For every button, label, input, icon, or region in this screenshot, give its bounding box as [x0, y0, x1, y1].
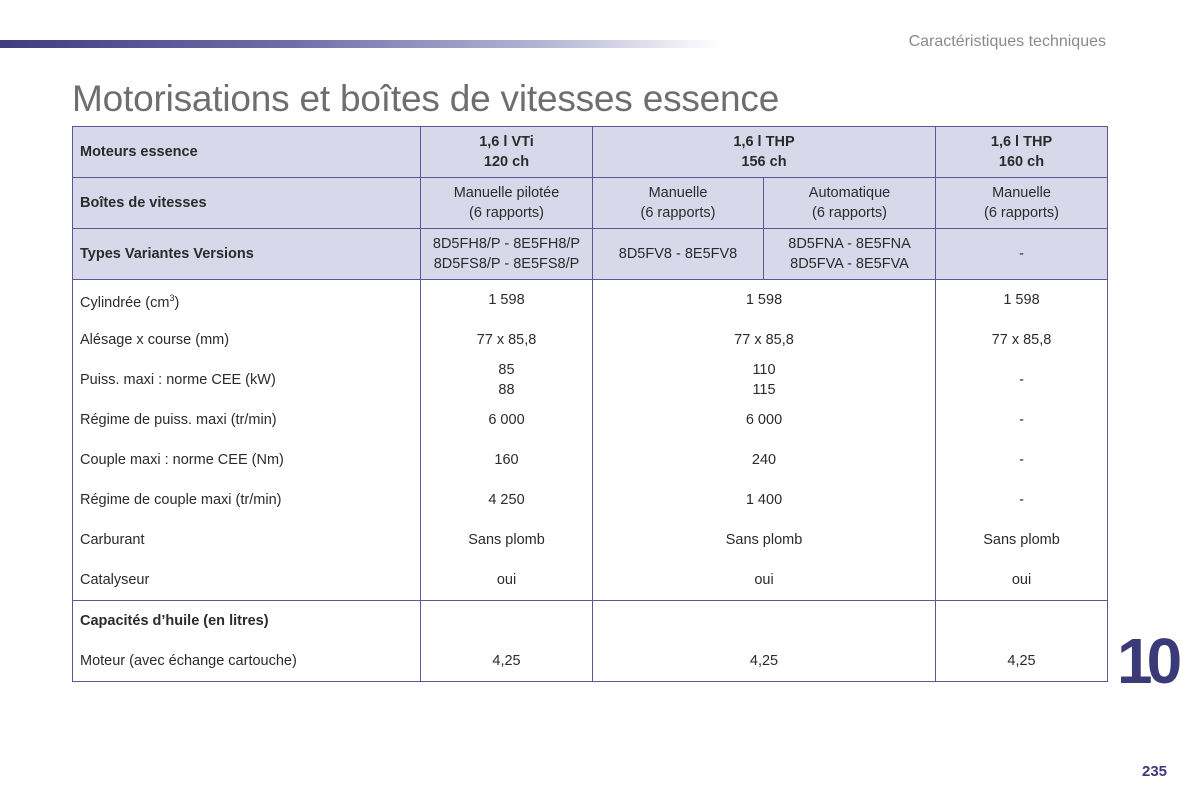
row-label: Puiss. maxi : norme CEE (kW): [72, 360, 421, 400]
header-gradient-bar: [0, 40, 720, 48]
row-label: Catalyseur: [72, 560, 421, 601]
row-value-line: 115: [752, 382, 776, 398]
table-row: Carburant Sans plomb Sans plomb Sans plo…: [72, 520, 1108, 560]
gearbox-cell-3: Automatique (6 rapports): [763, 177, 936, 229]
row-value: -: [935, 480, 1108, 520]
row-label: Régime de couple maxi (tr/min): [72, 480, 421, 520]
variants-cell-4: -: [935, 228, 1108, 280]
table-row: Couple maxi : norme CEE (Nm) 160 240 -: [72, 440, 1108, 480]
row-value: Sans plomb: [592, 520, 936, 560]
table-row: Régime de couple maxi (tr/min) 4 250 1 4…: [72, 480, 1108, 520]
gearbox-4-type: Manuelle: [992, 185, 1051, 201]
gearbox-cell-1: Manuelle pilotée (6 rapports): [420, 177, 593, 229]
gearbox-3-type: Automatique: [808, 185, 891, 201]
chapter-number: 10: [1117, 625, 1182, 697]
row-value: oui: [420, 560, 593, 601]
engine-2-power: 156 ch: [741, 154, 787, 170]
row-label: Cylindrée (cm3): [72, 279, 421, 320]
variant-code: 8D5FH8/P - 8E5FH8/P: [432, 236, 581, 252]
engine-col-1: 1,6 l VTi 120 ch: [420, 126, 593, 178]
row-value: 240: [592, 440, 936, 480]
gearbox-2-ratios: (6 rapports): [640, 205, 716, 221]
table-row: Cylindrée (cm3) 1 598 1 598 1 598: [72, 279, 1108, 320]
empty-cell: [935, 600, 1108, 641]
gearbox-4-ratios: (6 rapports): [984, 205, 1059, 221]
row-value: 77 x 85,8: [420, 320, 593, 360]
table-row: Puiss. maxi : norme CEE (kW) 85 88 110 1…: [72, 360, 1108, 400]
row-value: 4,25: [592, 641, 936, 682]
gearbox-1-ratios: (6 rapports): [469, 205, 544, 221]
variant-code: 8D5FS8/P - 8E5FS8/P: [433, 256, 580, 272]
engine-spec-table: Moteurs essence 1,6 l VTi 120 ch 1,6 l T…: [72, 126, 1108, 682]
row-label: Couple maxi : norme CEE (Nm): [72, 440, 421, 480]
row-value: 110 115: [592, 360, 936, 400]
row-value: 4,25: [420, 641, 593, 682]
gearbox-header-row: Boîtes de vitesses Manuelle pilotée (6 r…: [72, 177, 1108, 229]
variant-code: 8D5FV8 - 8E5FV8: [618, 246, 738, 262]
row-value: 6 000: [592, 400, 936, 440]
row-value: oui: [935, 560, 1108, 601]
empty-cell: [420, 600, 593, 641]
gearbox-cell-2: Manuelle (6 rapports): [592, 177, 764, 229]
page-title: Motorisations et boîtes de vitesses esse…: [72, 78, 780, 119]
row-value: -: [935, 360, 1108, 400]
engines-label: Moteurs essence: [72, 126, 421, 178]
engine-col-3: 1,6 l THP 160 ch: [935, 126, 1108, 178]
row-value: oui: [592, 560, 936, 601]
row-label: Régime de puiss. maxi (tr/min): [72, 400, 421, 440]
engine-1-power: 120 ch: [483, 154, 530, 170]
row-label: Alésage x course (mm): [72, 320, 421, 360]
row-value: 4 250: [420, 480, 593, 520]
engine-col-2: 1,6 l THP 156 ch: [592, 126, 936, 178]
variants-cell-3: 8D5FNA - 8E5FNA 8D5FVA - 8E5FVA: [763, 228, 936, 280]
engine-3-name: 1,6 l THP: [990, 134, 1053, 150]
table-row: Alésage x course (mm) 77 x 85,8 77 x 85,…: [72, 320, 1108, 360]
row-value: 1 598: [592, 279, 936, 320]
row-value-line: 88: [498, 382, 515, 398]
row-value: Sans plomb: [420, 520, 593, 560]
table-row: Catalyseur oui oui oui: [72, 560, 1108, 601]
row-value-line: 110: [752, 362, 776, 378]
row-value: 85 88: [420, 360, 593, 400]
row-value: -: [935, 400, 1108, 440]
variants-label: Types Variantes Versions: [72, 228, 421, 280]
row-value: 4,25: [935, 641, 1108, 682]
oil-capacity-label: Capacités d’huile (en litres): [72, 600, 421, 641]
empty-cell: [592, 600, 936, 641]
row-value: 77 x 85,8: [592, 320, 936, 360]
gearbox-1-type: Manuelle pilotée: [453, 185, 560, 201]
table-row: Moteur (avec échange cartouche) 4,25 4,2…: [72, 641, 1108, 682]
variant-code: 8D5FNA - 8E5FNA: [788, 236, 911, 252]
row-label: Carburant: [72, 520, 421, 560]
variant-code: 8D5FVA - 8E5FVA: [790, 256, 909, 272]
engine-3-power: 160 ch: [998, 154, 1045, 170]
row-value-line: 85: [498, 362, 515, 378]
engine-2-name: 1,6 l THP: [733, 134, 795, 150]
gearbox-label: Boîtes de vitesses: [72, 177, 421, 229]
engines-header-row: Moteurs essence 1,6 l VTi 120 ch 1,6 l T…: [72, 126, 1108, 178]
section-title: Caractéristiques techniques: [908, 33, 1106, 50]
page-number: 235: [1142, 763, 1168, 780]
engine-1-name: 1,6 l VTi: [479, 134, 534, 150]
variant-code: -: [1019, 246, 1024, 262]
row-value: 77 x 85,8: [935, 320, 1108, 360]
row-value: -: [935, 440, 1108, 480]
gearbox-2-type: Manuelle: [648, 185, 708, 201]
gearbox-cell-4: Manuelle (6 rapports): [935, 177, 1108, 229]
row-value: 6 000: [420, 400, 593, 440]
row-value: 1 598: [420, 279, 593, 320]
variants-cell-1: 8D5FH8/P - 8E5FH8/P 8D5FS8/P - 8E5FS8/P: [420, 228, 593, 280]
row-value: 1 598: [935, 279, 1108, 320]
gearbox-3-ratios: (6 rapports): [812, 205, 887, 221]
table-row: Régime de puiss. maxi (tr/min) 6 000 6 0…: [72, 400, 1108, 440]
variants-header-row: Types Variantes Versions 8D5FH8/P - 8E5F…: [72, 228, 1108, 280]
row-value: 1 400: [592, 480, 936, 520]
row-value: 160: [420, 440, 593, 480]
row-label: Moteur (avec échange cartouche): [72, 641, 421, 682]
variants-cell-2: 8D5FV8 - 8E5FV8: [592, 228, 764, 280]
row-value: Sans plomb: [935, 520, 1108, 560]
oil-capacity-header-row: Capacités d’huile (en litres): [72, 600, 1108, 641]
